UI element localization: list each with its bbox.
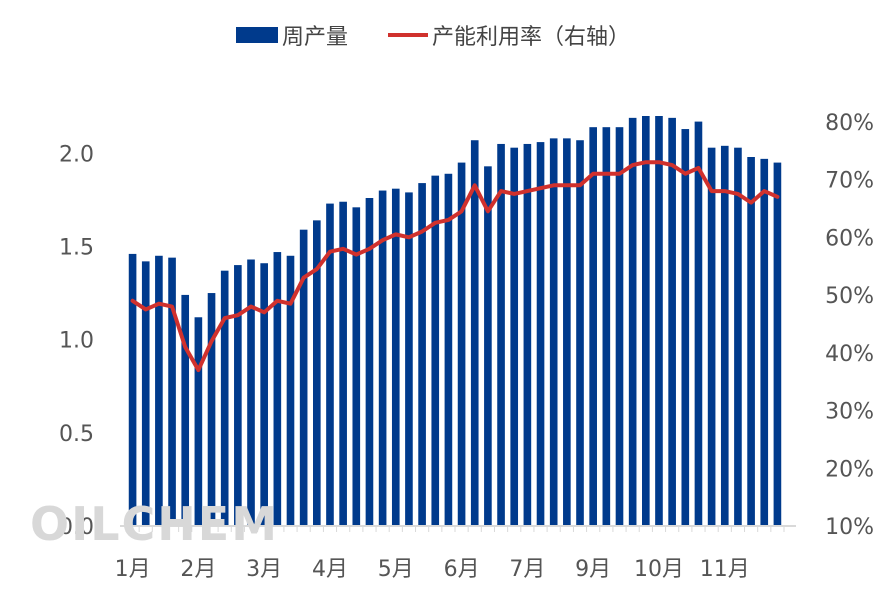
y-right-tick-label: 20%	[825, 457, 874, 482]
bar-8	[234, 265, 242, 526]
y-axis-right: 10% 20% 30% 40% 50% 60% 70% 80%	[825, 111, 874, 540]
bar-7	[220, 270, 229, 526]
bar-47	[747, 157, 755, 526]
y-axis-left: 0.0 0.5 1.0 1.5 2.0	[59, 142, 94, 540]
bar-41	[668, 117, 676, 527]
bar-34	[576, 140, 584, 527]
legend: 周产量 产能利用率（右轴）	[236, 25, 630, 50]
bar-28	[497, 143, 505, 526]
bar-14	[313, 220, 321, 527]
utilization-line	[130, 160, 780, 373]
y-right-tick-label: 10%	[825, 515, 874, 540]
y-left-tick-label: 1.5	[59, 235, 94, 260]
x-tick-label: 3月	[246, 557, 282, 582]
y-right-tick-label: 70%	[825, 169, 874, 194]
bar-16	[339, 201, 347, 527]
y-right-tick-label: 60%	[825, 226, 874, 251]
bar-37	[615, 127, 624, 527]
x-tick-label: 6月	[444, 557, 480, 582]
legend-bar-label: 周产量	[282, 25, 348, 50]
y-left-tick-label: 2.0	[59, 142, 94, 167]
x-tick-label: 10月	[634, 557, 684, 582]
bar-49	[773, 162, 782, 526]
bar-38	[628, 117, 637, 527]
x-tick-label: 9月	[575, 557, 611, 582]
bar-22	[418, 183, 426, 526]
y-right-tick-label: 50%	[825, 284, 874, 309]
bar-11	[273, 252, 282, 527]
bar-18	[365, 198, 374, 526]
bar-43	[694, 121, 703, 526]
x-tick-label: 5月	[378, 557, 414, 582]
bar-9	[247, 259, 255, 526]
bar-15	[326, 203, 334, 526]
x-tick-label: 2月	[180, 557, 216, 582]
bar-30	[523, 143, 532, 526]
bar-31	[536, 142, 545, 526]
bar-12	[286, 255, 295, 526]
y-right-tick-label: 80%	[825, 111, 874, 136]
bar-33	[563, 138, 571, 527]
bar-4	[181, 294, 190, 526]
bar-23	[431, 175, 440, 526]
bar-3	[168, 257, 176, 526]
bar-46	[734, 147, 742, 526]
x-tick-label: 1月	[115, 557, 151, 582]
y-right-tick-label: 40%	[825, 342, 874, 367]
bar-42	[681, 129, 690, 527]
y-left-tick-label: 0.5	[59, 422, 94, 447]
x-tick-label: 4月	[312, 557, 348, 582]
y-left-tick-label: 1.0	[59, 329, 94, 354]
bar-27	[484, 166, 492, 526]
bar-1	[141, 261, 150, 526]
bar-35	[589, 127, 597, 527]
bar-40	[655, 116, 663, 526]
bar-48	[760, 158, 769, 527]
legend-bar-swatch	[236, 27, 278, 43]
bar-2	[155, 255, 163, 526]
bar-26	[470, 140, 479, 527]
bar-39	[642, 116, 650, 526]
watermark: OILCHEM	[30, 497, 279, 551]
y-right-tick-label: 30%	[825, 400, 874, 425]
bar-20	[391, 188, 400, 526]
bar-6	[207, 293, 216, 526]
bar-36	[602, 127, 611, 527]
x-tick-label: 11月	[700, 557, 750, 582]
bar-45	[720, 145, 729, 526]
bar-21	[405, 192, 413, 526]
bar-10	[260, 263, 268, 526]
bar-19	[378, 190, 387, 527]
bar-5	[194, 317, 203, 526]
x-tick-label: 7月	[509, 557, 545, 582]
bar-25	[457, 162, 466, 526]
bar-29	[510, 147, 519, 526]
bar-17	[352, 207, 361, 526]
bar-24	[444, 173, 453, 526]
bar-32	[549, 138, 558, 527]
legend-line-label: 产能利用率（右轴）	[432, 25, 630, 50]
bar-44	[707, 147, 716, 526]
bar-series	[128, 116, 782, 527]
x-axis-ticks: 1月 2月 3月 4月 5月 6月 7月 9月 10月 11月	[115, 526, 785, 582]
bar-0	[128, 253, 137, 526]
y-left-tick-label: 0.0	[59, 515, 94, 540]
bar-13	[299, 229, 308, 526]
